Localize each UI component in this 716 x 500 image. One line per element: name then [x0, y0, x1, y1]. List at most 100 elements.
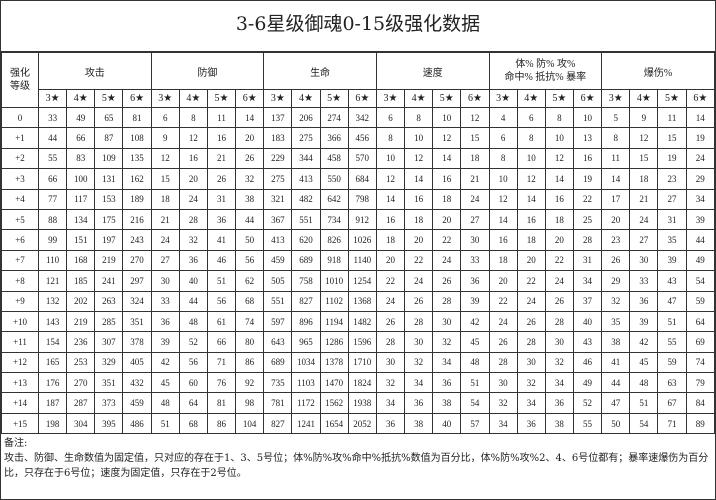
value-cell: 26 — [601, 249, 631, 272]
value-cell: 16 — [206, 127, 237, 149]
value-cell: 27 — [657, 188, 687, 210]
value-cell: 187 — [37, 392, 68, 414]
value-cell: 24 — [150, 229, 180, 251]
value-cell: 24 — [432, 249, 462, 272]
value-cell: 304 — [66, 412, 96, 435]
value-cell: 50 — [235, 229, 265, 251]
value-cell: 458 — [319, 147, 349, 170]
level-cell: +10 — [1, 310, 39, 333]
value-cell: 42 — [629, 331, 659, 353]
value-cell: 1172 — [291, 392, 321, 414]
value-cell: 71 — [657, 412, 687, 435]
group-header: 生命 — [263, 52, 377, 90]
value-cell: 34 — [488, 412, 518, 435]
value-cell: 19 — [572, 168, 603, 190]
value-cell: 12 — [432, 127, 462, 149]
value-cell: 21 — [206, 147, 237, 170]
value-cell: 33 — [460, 249, 490, 272]
value-cell: 48 — [460, 351, 490, 374]
value-cell: 13 — [572, 127, 603, 149]
value-cell: 16 — [516, 208, 546, 231]
value-cell: 8 — [516, 127, 546, 149]
star-header: 6★ — [685, 89, 716, 108]
star-header: 5★ — [432, 89, 462, 108]
value-cell: 110 — [37, 249, 68, 272]
table-row: +10 143 219 285 351 36 48 61 74 597 896 1194 1482 26 2… — [1, 310, 716, 333]
value-cell: 26 — [404, 290, 434, 312]
value-cell: 81 — [122, 106, 152, 129]
value-cell: 29 — [685, 168, 716, 190]
value-cell: 22 — [375, 270, 406, 292]
value-cell: 56 — [235, 249, 265, 272]
value-cell: 12 — [516, 168, 546, 190]
star-header: 5★ — [94, 89, 124, 108]
value-cell: 54 — [460, 392, 490, 414]
value-cell: 6 — [150, 106, 180, 129]
value-cell: 27 — [150, 249, 180, 272]
value-cell: 39 — [685, 208, 716, 231]
value-cell: 285 — [94, 310, 124, 333]
value-cell: 378 — [122, 331, 152, 353]
value-cell: 270 — [122, 249, 152, 272]
value-cell: 1286 — [319, 331, 349, 353]
value-cell: 153 — [94, 188, 124, 210]
value-cell: 27 — [629, 229, 659, 251]
value-cell: 270 — [66, 372, 96, 394]
value-cell: 12 — [460, 106, 490, 129]
value-cell: 551 — [291, 208, 321, 231]
star-header: 3★ — [375, 89, 406, 108]
value-cell: 33 — [629, 270, 659, 292]
star-header: 5★ — [657, 89, 687, 108]
table-row: +4 77 117 153 189 18 24 31 38 321 482 642 798 14 16 18 2… — [1, 188, 716, 210]
value-cell: 24 — [404, 270, 434, 292]
value-cell: 1470 — [319, 372, 349, 394]
value-cell: 100 — [66, 168, 96, 190]
value-cell: 297 — [122, 270, 152, 292]
value-cell: 68 — [235, 290, 265, 312]
value-cell: 71 — [206, 351, 237, 374]
value-cell: 351 — [94, 372, 124, 394]
value-cell: 5 — [601, 106, 631, 129]
value-cell: 15 — [460, 127, 490, 149]
value-cell: 37 — [572, 290, 603, 312]
value-cell: 59 — [685, 290, 716, 312]
value-cell: 34 — [685, 188, 716, 210]
star-header: 6★ — [122, 89, 152, 108]
value-cell: 597 — [263, 310, 293, 333]
value-cell: 274 — [319, 106, 349, 129]
value-cell: 42 — [460, 310, 490, 333]
value-cell: 18 — [432, 188, 462, 210]
value-cell: 39 — [460, 290, 490, 312]
star-header: 5★ — [544, 89, 574, 108]
value-cell: 30 — [544, 331, 574, 353]
value-cell: 55 — [37, 147, 68, 170]
value-cell: 826 — [319, 229, 349, 251]
value-cell: 34 — [432, 351, 462, 374]
value-cell: 758 — [291, 270, 321, 292]
value-cell: 1562 — [319, 392, 349, 414]
value-cell: 20 — [544, 229, 574, 251]
value-cell: 45 — [629, 351, 659, 374]
value-cell: 31 — [657, 208, 687, 231]
value-cell: 22 — [432, 229, 462, 251]
value-cell: 229 — [263, 147, 293, 170]
value-cell: 32 — [375, 372, 406, 394]
value-cell: 11 — [657, 106, 687, 129]
value-cell: 44 — [235, 208, 265, 231]
value-cell: 28 — [404, 310, 434, 333]
value-cell: 64 — [685, 310, 716, 333]
value-cell: 18 — [544, 208, 574, 231]
value-cell: 87 — [94, 127, 124, 149]
value-cell: 26 — [544, 290, 574, 312]
group-header: 速度 — [375, 52, 490, 90]
value-cell: 32 — [432, 331, 462, 353]
value-cell: 44 — [685, 229, 716, 251]
star-header: 4★ — [66, 89, 96, 108]
value-cell: 459 — [263, 249, 293, 272]
value-cell: 18 — [516, 229, 546, 251]
value-cell: 20 — [404, 229, 434, 251]
value-cell: 16 — [544, 188, 574, 210]
value-cell: 38 — [235, 188, 265, 210]
value-cell: 219 — [66, 310, 96, 333]
